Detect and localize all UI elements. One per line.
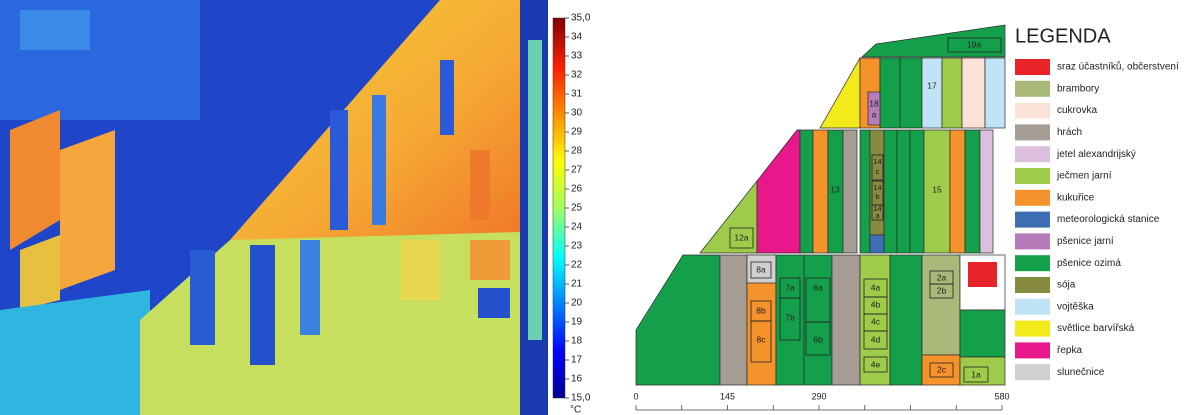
colorbar-tick-label: 28 — [571, 146, 583, 157]
thermal-image — [0, 0, 548, 415]
field-label: 18 — [869, 98, 879, 108]
page: { "thermal_scale": { "ticks": [{"value":… — [0, 0, 1186, 415]
legend-label: řepka — [1057, 345, 1082, 356]
x-tick-label: 290 — [811, 391, 826, 401]
colorbar-tick-label: 33 — [571, 51, 583, 62]
field-label: 7b — [785, 312, 795, 322]
legend-label: vojtěška — [1057, 301, 1094, 312]
legend-label: světlice barvířská — [1057, 323, 1135, 334]
legend-swatch — [1015, 190, 1050, 206]
field-label: 1a — [971, 369, 981, 379]
legend-swatch — [1015, 146, 1050, 162]
field-label: 2a — [937, 272, 947, 282]
field-label: 14 — [873, 157, 881, 166]
legend-swatch — [1015, 103, 1050, 119]
colorbar-tick-label: 30 — [571, 108, 583, 119]
field-label: 13 — [830, 184, 840, 194]
colorbar-tick-label: 24 — [571, 222, 583, 233]
field-map: 19a 17 18 a 13 14 c 14 b 14 a 15 12a 8a … — [636, 25, 1005, 385]
field-label: 2c — [937, 364, 947, 374]
x-tick-label: 145 — [720, 391, 735, 401]
colorbar-tick-label: 18 — [571, 336, 583, 347]
legend-swatch — [1015, 212, 1050, 228]
field-label: 4c — [871, 316, 881, 326]
legend-swatch — [1015, 299, 1050, 315]
x-tick-label: 0 — [633, 391, 638, 401]
field-label: 4d — [871, 334, 881, 344]
colorbar — [553, 18, 565, 398]
legend-swatch — [1015, 277, 1050, 293]
field-label: 4b — [871, 299, 881, 309]
legend-label: hrách — [1057, 127, 1082, 138]
colorbar-tick-label: 23 — [571, 241, 583, 252]
x-tick-label: 580 — [994, 391, 1009, 401]
field-label: c — [876, 167, 880, 176]
colorbar-tick-label: 21 — [571, 279, 583, 290]
colorbar-tick-label: 29 — [571, 127, 583, 138]
legend-swatch — [1015, 364, 1050, 380]
legend-swatch — [1015, 168, 1050, 184]
field-label: 2b — [937, 285, 947, 295]
field-label: 12a — [734, 232, 748, 242]
field-label: 19a — [967, 39, 981, 49]
colorbar-tick-label: 31 — [571, 89, 583, 100]
colorbar-tick-label: 27 — [571, 165, 583, 176]
field-label: 17 — [927, 80, 937, 90]
field-label: 7a — [785, 282, 795, 292]
legend-swatch — [1015, 342, 1050, 358]
legend-swatch — [1015, 59, 1050, 75]
legend-swatch — [1015, 233, 1050, 249]
legend-label: slunečnice — [1057, 367, 1105, 378]
figure: °C — [0, 0, 1186, 415]
legend-label: jetel alexandrijský — [1056, 149, 1136, 160]
legend-label: cukrovka — [1057, 105, 1097, 116]
field-label: 8a — [756, 264, 766, 274]
legend-swatch — [1015, 81, 1050, 97]
legend-label: ječmen jarní — [1056, 171, 1112, 182]
colorbar-tick-label: 19 — [571, 317, 583, 328]
legend-label: brambory — [1057, 83, 1099, 94]
colorbar-tick-label: 22 — [571, 260, 583, 271]
field-label: b — [875, 192, 879, 201]
legend-label: kukuřice — [1057, 192, 1095, 203]
legend-label: pšenice jarní — [1057, 236, 1114, 247]
field-label: 4e — [871, 359, 881, 369]
legend-swatch — [1015, 255, 1050, 271]
field-label: 6a — [813, 282, 823, 292]
legend-label: meteorologická stanice — [1057, 214, 1160, 225]
colorbar-tick-label: 17 — [571, 355, 583, 366]
field-label: 8b — [756, 305, 766, 315]
field-label: a — [872, 109, 877, 119]
legend-swatch — [1015, 321, 1050, 337]
legend-label: sraz účastníků, občerstvení — [1057, 61, 1179, 73]
colorbar-tick-label: 16 — [571, 374, 583, 385]
colorbar-tick-label: 32 — [571, 70, 583, 81]
field-label: 4a — [871, 282, 881, 292]
legend-title: LEGENDA — [1015, 25, 1111, 47]
field-label: 14 — [873, 183, 881, 192]
legend-label: sója — [1057, 280, 1076, 291]
field-label: 6b — [813, 334, 823, 344]
colorbar-tick-label: 15,0 — [571, 393, 591, 404]
colorbar-tick-label: 34 — [571, 32, 583, 43]
legend-swatch — [1015, 124, 1050, 140]
colorbar-unit: °C — [570, 405, 581, 415]
field-label: 15 — [932, 184, 942, 194]
colorbar-tick-label: 26 — [571, 184, 583, 195]
colorbar-tick-label: 25 — [571, 203, 583, 214]
field-label: 8c — [757, 334, 767, 344]
colorbar-tick-label: 20 — [571, 298, 583, 309]
legend-label: pšenice ozimá — [1057, 258, 1121, 269]
colorbar-tick-label: 35,0 — [571, 13, 591, 24]
